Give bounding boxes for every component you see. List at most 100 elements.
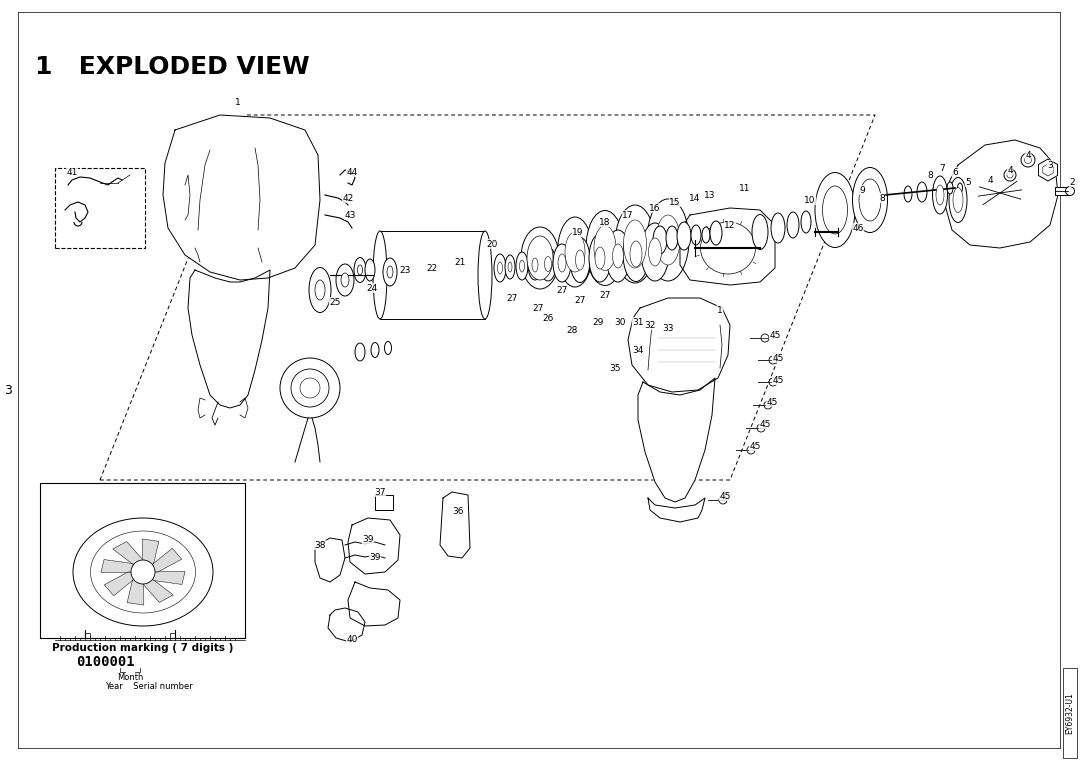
Text: 40: 40 [347,636,357,645]
Polygon shape [163,115,320,280]
Ellipse shape [280,358,340,418]
Ellipse shape [553,244,571,282]
Text: 27: 27 [507,294,517,302]
Bar [55,168,145,248]
Text: 19: 19 [572,227,584,237]
Ellipse shape [505,255,515,279]
Ellipse shape [947,182,953,194]
Polygon shape [315,538,345,582]
Text: 39: 39 [369,553,381,562]
Text: Month: Month [117,673,144,682]
Circle shape [764,401,772,409]
Ellipse shape [528,250,542,280]
Text: 29: 29 [592,317,604,327]
Text: 27: 27 [556,285,568,295]
Ellipse shape [1004,169,1016,181]
Polygon shape [113,542,143,572]
Circle shape [769,356,777,364]
Text: 6: 6 [953,168,958,176]
Ellipse shape [615,205,654,283]
Text: 43: 43 [345,211,355,220]
Polygon shape [143,549,181,572]
Ellipse shape [771,213,785,243]
Polygon shape [680,208,775,285]
Ellipse shape [958,183,962,193]
Ellipse shape [852,168,888,233]
Ellipse shape [801,211,811,233]
Ellipse shape [701,222,756,274]
Ellipse shape [291,369,329,407]
Ellipse shape [91,531,195,613]
Ellipse shape [904,186,912,202]
Ellipse shape [815,172,855,247]
Text: 45: 45 [769,330,781,340]
Ellipse shape [653,226,667,254]
Text: 25: 25 [329,298,340,307]
Polygon shape [648,498,705,522]
Text: 39: 39 [362,536,374,545]
Ellipse shape [309,268,330,313]
Ellipse shape [752,214,768,250]
Polygon shape [945,140,1058,248]
Bar [375,495,393,510]
Text: 23: 23 [400,266,410,275]
Polygon shape [1039,159,1057,181]
Ellipse shape [300,378,320,398]
Text: 36: 36 [453,507,463,517]
Ellipse shape [586,211,624,285]
Ellipse shape [648,238,662,266]
Ellipse shape [823,186,848,234]
Ellipse shape [73,518,213,626]
Ellipse shape [516,252,528,280]
Ellipse shape [532,258,538,272]
Bar [1055,187,1070,195]
Text: 31: 31 [632,317,644,327]
Text: 46: 46 [852,224,864,233]
Text: 27: 27 [575,295,585,304]
Text: 26: 26 [542,314,554,323]
Text: 28: 28 [566,326,578,334]
Text: 2: 2 [1069,178,1075,186]
Ellipse shape [355,343,365,361]
Ellipse shape [677,222,691,250]
Text: 27: 27 [532,304,543,313]
Ellipse shape [498,262,502,274]
Text: 1: 1 [235,98,241,107]
Text: 3: 3 [1048,160,1053,169]
Ellipse shape [315,280,325,300]
Text: 42: 42 [342,194,353,202]
Text: 1: 1 [717,305,723,314]
Text: 3: 3 [4,384,12,397]
Ellipse shape [519,260,525,272]
Polygon shape [127,572,144,605]
Ellipse shape [787,212,799,238]
Circle shape [719,496,727,504]
Polygon shape [638,378,715,502]
Ellipse shape [365,259,375,281]
Text: 16: 16 [649,204,661,213]
Ellipse shape [372,343,379,358]
Circle shape [761,334,769,342]
Polygon shape [188,270,270,408]
Ellipse shape [936,185,944,205]
Circle shape [747,446,755,454]
Ellipse shape [953,188,963,213]
Ellipse shape [1007,172,1013,178]
Ellipse shape [642,223,669,281]
Ellipse shape [384,342,392,355]
Text: 45: 45 [750,442,760,450]
Text: EY6932-U1: EY6932-U1 [1066,692,1075,734]
Polygon shape [102,559,143,572]
Ellipse shape [1066,186,1075,195]
Text: 27: 27 [599,291,610,300]
Polygon shape [328,608,365,642]
Polygon shape [627,298,730,392]
Ellipse shape [387,266,393,278]
Ellipse shape [508,262,512,272]
Ellipse shape [934,182,942,198]
Text: 12: 12 [725,221,735,230]
Text: 45: 45 [772,375,784,385]
Ellipse shape [710,221,723,245]
Ellipse shape [494,254,507,282]
Text: 14: 14 [689,194,701,202]
